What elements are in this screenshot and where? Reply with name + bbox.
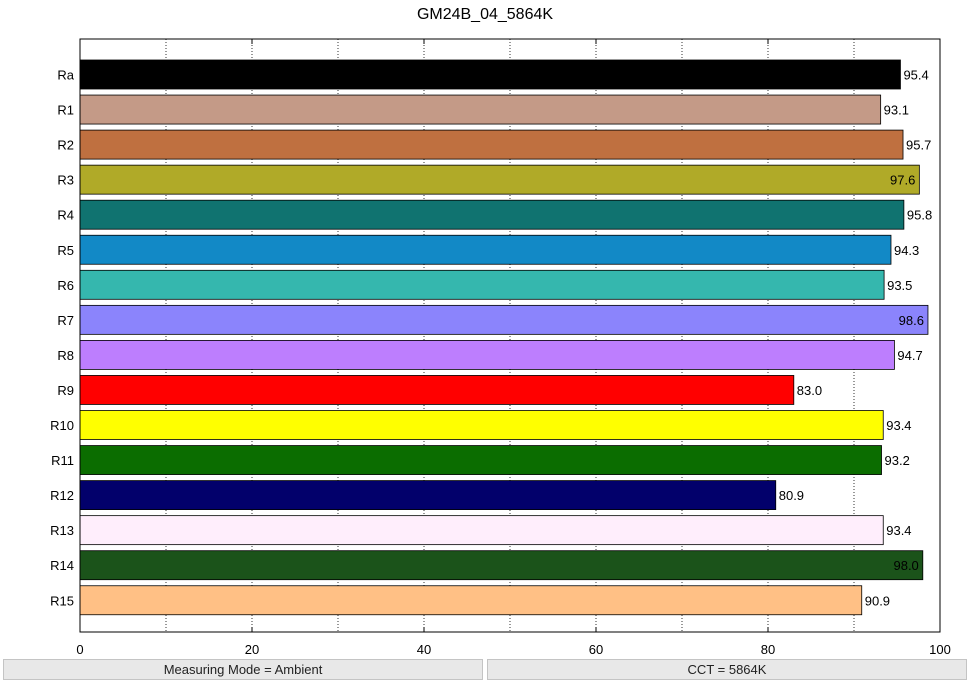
bar-r4 (79, 199, 905, 230)
bar-r3 (79, 164, 920, 195)
category-label: R5 (57, 243, 74, 258)
bars (79, 59, 929, 616)
bar-r12 (79, 480, 777, 511)
value-label: 94.7 (897, 348, 922, 363)
bar-r7 (79, 304, 929, 335)
x-tick-label: 80 (761, 642, 775, 657)
value-label: 95.4 (903, 68, 928, 83)
value-label: 83.0 (797, 383, 822, 398)
value-label: 93.2 (885, 453, 910, 468)
measuring-mode-status: Measuring Mode = Ambient (3, 659, 483, 680)
x-tick-label: 20 (245, 642, 259, 657)
bar-ra (79, 59, 901, 90)
bar-r9 (79, 375, 795, 405)
category-label: R15 (50, 593, 74, 608)
category-label: R1 (57, 103, 74, 118)
bar-r2 (79, 129, 904, 160)
value-label: 95.7 (906, 138, 931, 153)
x-tick-label: 100 (929, 642, 951, 657)
category-label: Ra (57, 68, 74, 83)
bar-r10 (79, 410, 884, 440)
bar-r11 (79, 445, 882, 475)
category-label: R4 (57, 208, 74, 223)
status-bar: Measuring Mode = Ambient CCT = 5864K (0, 659, 970, 683)
category-label: R14 (50, 558, 74, 573)
value-label: 97.6 (890, 173, 915, 188)
value-label: 93.4 (886, 523, 911, 538)
bar-r15 (79, 585, 863, 616)
value-label: 98.0 (893, 558, 918, 573)
bar-r8 (79, 339, 895, 370)
bar-r13 (79, 515, 884, 546)
bar-chart: 95.4 Ra 93.1 R1 95.7 R2 97.6 R3 95.8 R4 94.3 R5 93.5… (50, 38, 951, 657)
bar-r14 (79, 550, 924, 581)
category-label: R10 (50, 418, 74, 433)
x-tick-label: 60 (589, 642, 603, 657)
value-label: 93.1 (884, 103, 909, 118)
plot-frame (79, 38, 941, 633)
value-label: 94.3 (894, 243, 919, 258)
bar-r5 (79, 234, 892, 265)
category-label: R12 (50, 488, 74, 503)
bar-r1 (79, 94, 882, 125)
value-label: 90.9 (865, 593, 890, 608)
category-label: R7 (57, 313, 74, 328)
category-label: R13 (50, 523, 74, 538)
value-label: 93.4 (886, 418, 911, 433)
cct-status: CCT = 5864K (487, 659, 967, 680)
x-tick-label: 40 (417, 642, 431, 657)
value-label: 98.6 (899, 313, 924, 328)
category-label: R2 (57, 138, 74, 153)
value-label: 95.8 (907, 208, 932, 223)
value-label: 80.9 (779, 488, 804, 503)
category-label: R8 (57, 348, 74, 363)
category-label: R11 (51, 453, 74, 468)
category-label: R3 (57, 173, 74, 188)
category-label: R9 (57, 383, 74, 398)
bar-r6 (79, 269, 885, 300)
value-label: 93.5 (887, 278, 912, 293)
x-tick-label: 0 (76, 642, 83, 657)
category-label: R6 (57, 278, 74, 293)
value-labels: 95.4 Ra 93.1 R1 95.7 R2 97.6 R3 95.8 R4 94.3 R5 93.5… (50, 68, 932, 609)
axes: 0 20 40 60 80 100 (76, 38, 951, 657)
chart-title: GM24B_04_5864K (416, 6, 554, 23)
